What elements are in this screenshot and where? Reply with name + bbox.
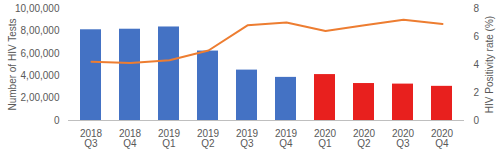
svg-text:4,00,000: 4,00,000 [21,70,60,81]
svg-text:2019Q4: 2019Q4 [275,128,298,149]
svg-text:0: 0 [474,115,480,126]
svg-text:2019Q3: 2019Q3 [236,128,259,149]
svg-text:Number of HIV Tests: Number of HIV Tests [7,18,18,110]
svg-text:6,00,000: 6,00,000 [21,48,60,59]
svg-text:2020Q2: 2020Q2 [353,128,376,149]
svg-text:2019Q2: 2019Q2 [197,128,220,149]
svg-text:2020Q1: 2020Q1 [314,128,337,149]
svg-text:8: 8 [474,3,480,14]
svg-text:10,00,000: 10,00,000 [15,3,60,14]
svg-text:2020Q4: 2020Q4 [431,128,454,149]
svg-text:2019Q1: 2019Q1 [158,128,181,149]
svg-text:HIV Positivity rate (%): HIV Positivity rate (%) [484,16,495,113]
svg-text:2,00,000: 2,00,000 [21,92,60,103]
svg-text:2: 2 [474,87,480,98]
svg-text:8,00,000: 8,00,000 [21,25,60,36]
svg-text:2018Q4: 2018Q4 [119,128,142,149]
svg-text:4: 4 [474,59,480,70]
svg-text:2018Q3: 2018Q3 [80,128,103,149]
svg-text:0: 0 [54,115,60,126]
svg-text:6: 6 [474,31,480,42]
svg-text:2020Q3: 2020Q3 [392,128,415,149]
